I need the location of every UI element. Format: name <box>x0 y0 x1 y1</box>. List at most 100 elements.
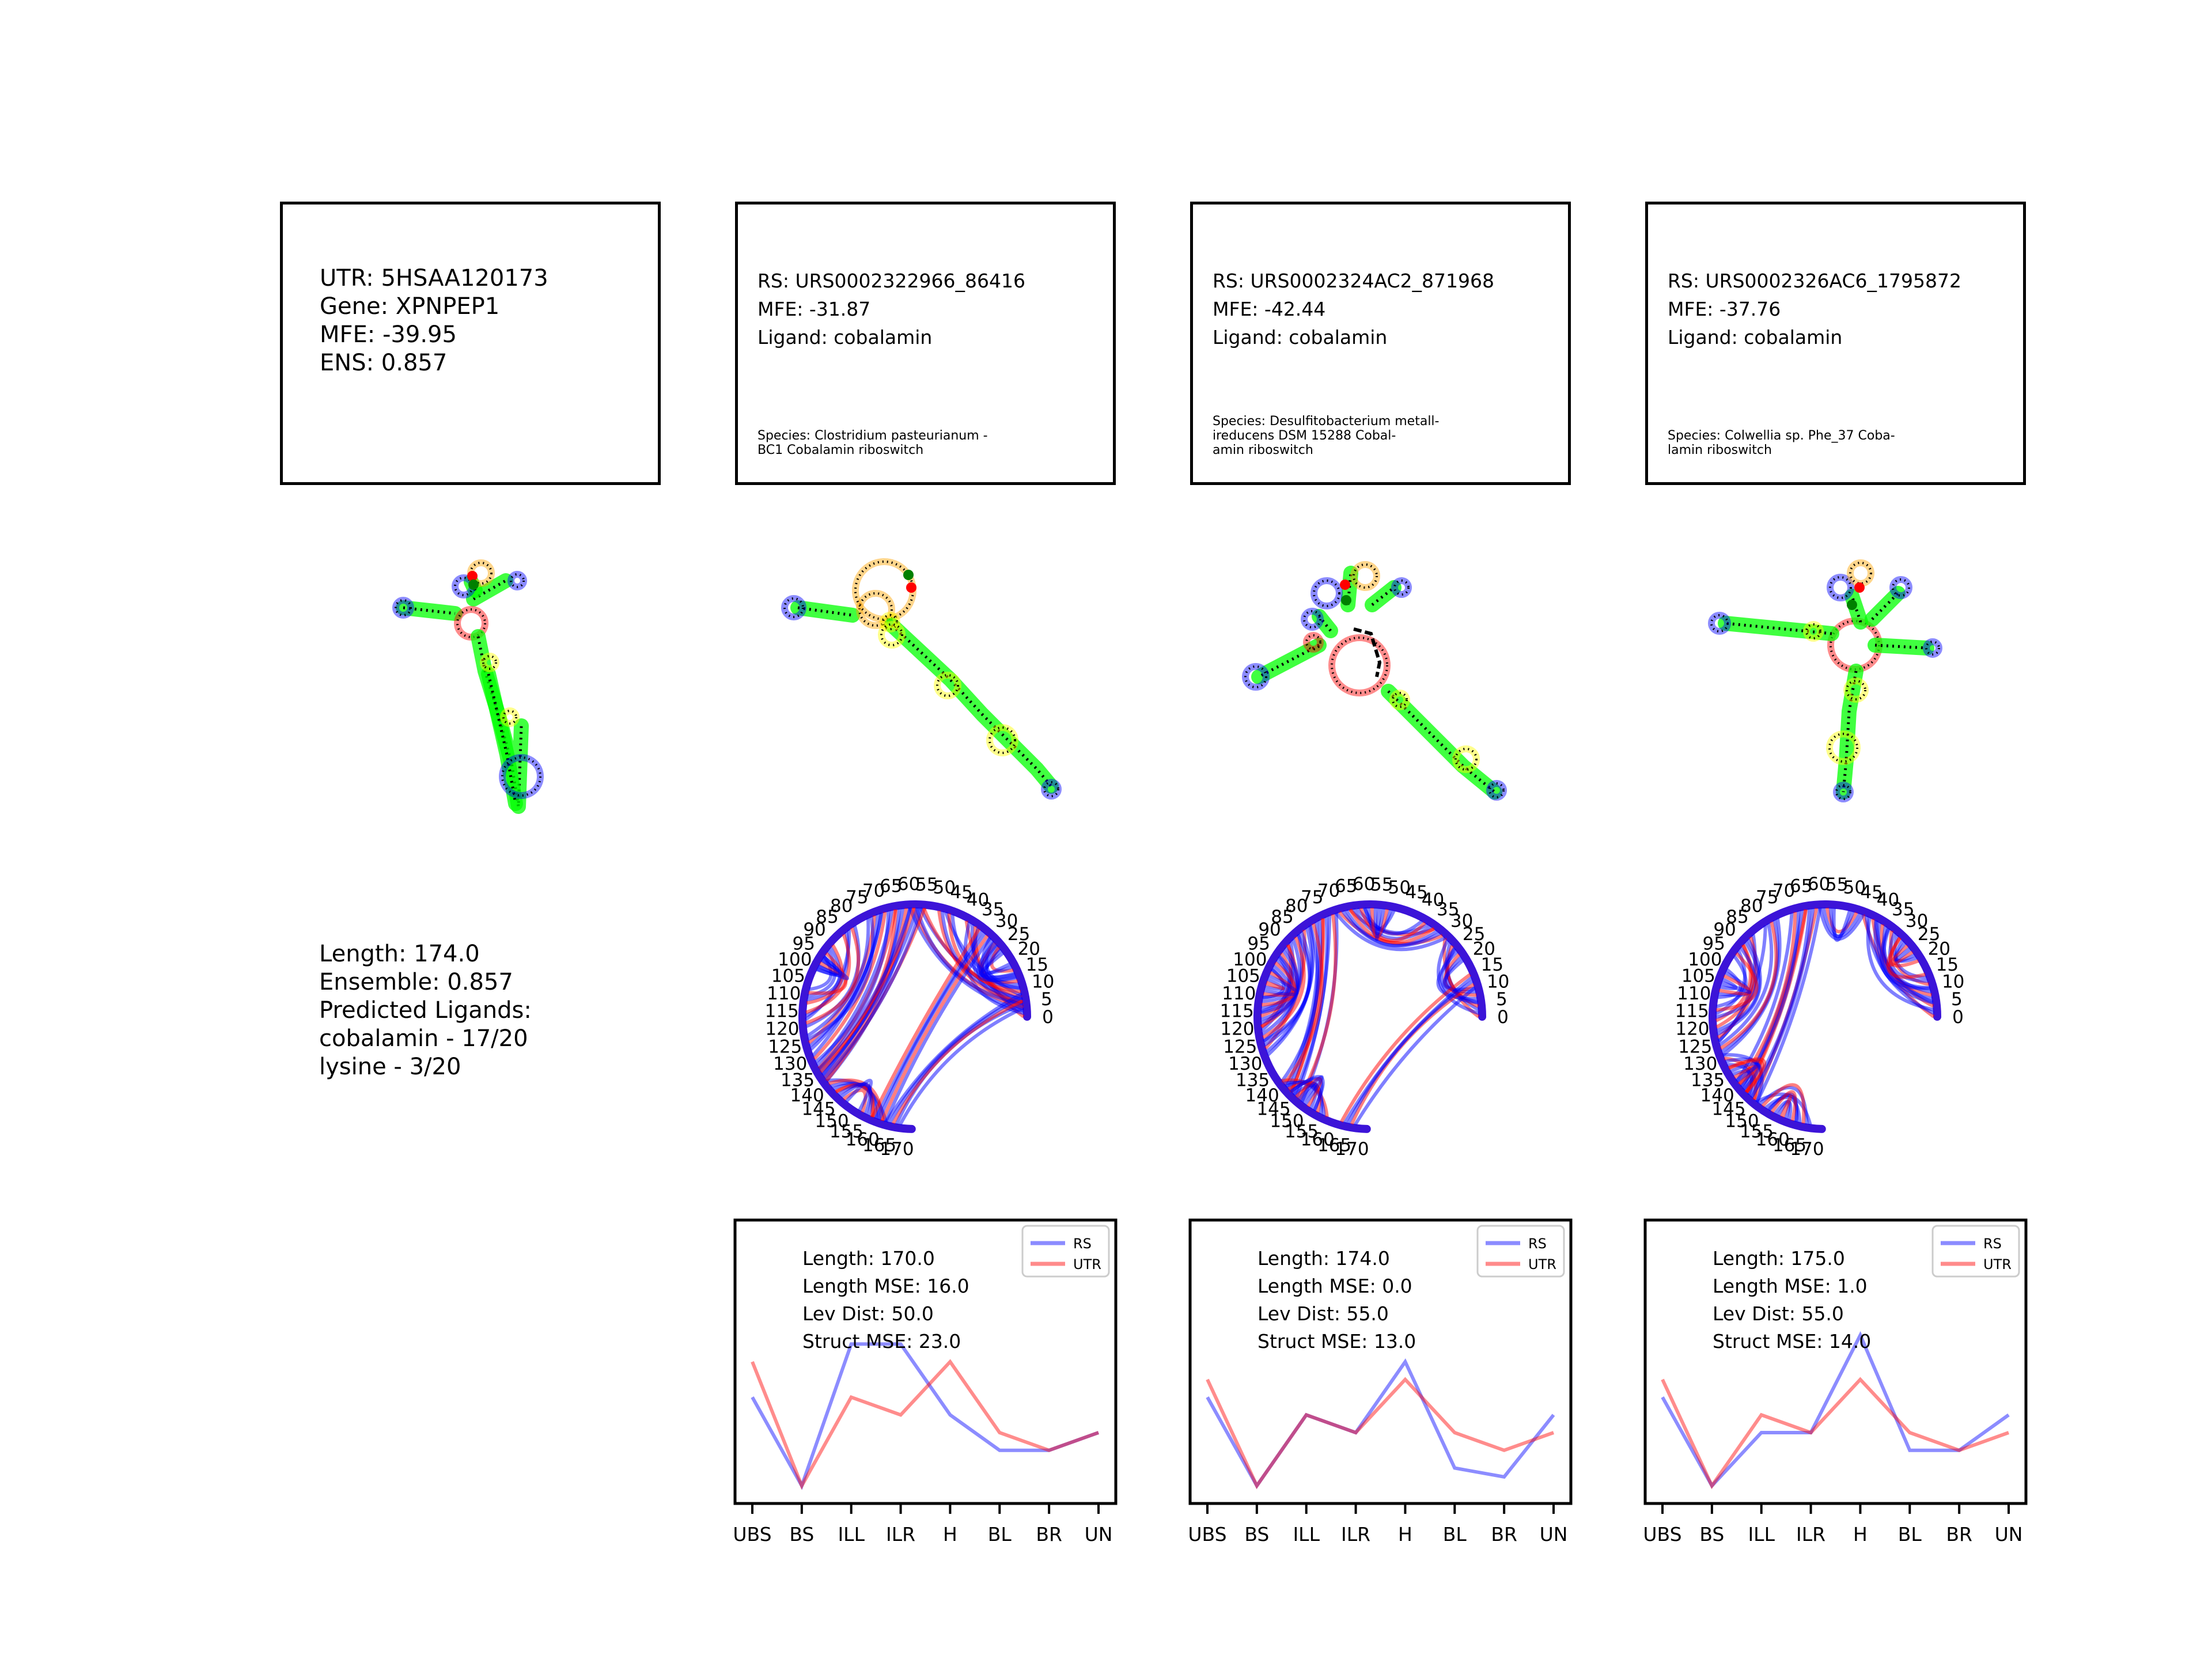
arc-tick-label: 150 <box>1725 1111 1759 1132</box>
arc-tick-label: 90 <box>1713 919 1736 940</box>
rs-species-line: Species: Colwellia sp. Phe_37 Coba- <box>1668 429 1895 443</box>
pair-arc <box>1761 1083 1806 1124</box>
arc-tick-label: 160 <box>1756 1129 1790 1150</box>
pair-arc <box>1281 925 1319 1082</box>
pair-arc <box>817 907 912 1070</box>
x-tick-label: UN <box>1995 1523 2023 1546</box>
arc-tick-label: 125 <box>768 1036 802 1057</box>
arc-tick-label: 120 <box>765 1019 799 1040</box>
arc-tick-label: 0 <box>1042 1007 1054 1028</box>
hairpin-loop-dots <box>510 573 525 588</box>
pair-arc <box>891 999 1024 1124</box>
pair-arc <box>1825 907 1858 934</box>
pair-arc <box>1730 1062 1760 1091</box>
arc-tick-label: 75 <box>1301 887 1323 908</box>
utr-id: UTR: 5HSAA120173 <box>320 265 548 291</box>
arc-tick-label: 90 <box>1258 919 1281 940</box>
series-line-utr <box>1206 1377 1555 1490</box>
arc-tick-label: 55 <box>915 874 938 895</box>
x-tick-label: ILL <box>838 1523 865 1546</box>
arc-tick-label: 100 <box>1233 949 1267 970</box>
arc-tick-label: 65 <box>880 876 902 897</box>
x-tick-label: ILR <box>1341 1523 1370 1546</box>
pair-arc <box>808 952 848 995</box>
legend-label: UTR <box>1983 1256 2012 1272</box>
pair-arc <box>1716 952 1759 1012</box>
arc-tick-label: 40 <box>1422 890 1444 911</box>
pair-arc <box>1263 934 1312 1043</box>
arc-tick-label: 120 <box>1675 1019 1709 1040</box>
pair-arc <box>816 956 843 978</box>
arc-tick-label: 80 <box>830 896 853 916</box>
x-tick-label: BS <box>1699 1523 1724 1546</box>
ligand-site-dot <box>1340 579 1350 590</box>
arc-tick-label: 0 <box>1952 1007 1964 1028</box>
pair-arc <box>1262 936 1306 1039</box>
arc-tick-label: 90 <box>803 919 825 940</box>
bulge-loop-dots <box>1828 733 1858 763</box>
bulge-loop-dots <box>1392 692 1408 708</box>
arc-tick-label: 60 <box>1808 874 1830 895</box>
bulge-loop-dots <box>1846 680 1866 700</box>
pair-arc <box>885 992 1022 1123</box>
arc-tick-label: 140 <box>1245 1085 1279 1106</box>
x-tick-label: BL <box>1443 1523 1467 1546</box>
arc-tick-label: 145 <box>801 1099 835 1120</box>
arc-tick-label: 130 <box>773 1054 807 1074</box>
arc-tick-label: 160 <box>1301 1129 1335 1150</box>
structure-rs-1 <box>781 558 1062 800</box>
arc-tick-label: 160 <box>846 1129 880 1150</box>
pair-arc <box>1719 921 1778 1050</box>
multiloop-dots <box>1305 634 1321 650</box>
arc-tick-label: 70 <box>862 880 885 901</box>
x-tick-label: BS <box>789 1523 814 1546</box>
pair-arc <box>1266 980 1285 991</box>
hairpin-loop-dots <box>1835 784 1851 800</box>
x-tick-label: ILL <box>1293 1523 1320 1546</box>
arc-tick-label: 170 <box>1790 1139 1824 1160</box>
hairpin-loop-dots <box>1303 610 1321 628</box>
arc-tick-label: 155 <box>1285 1121 1319 1142</box>
rs-species-line: amin riboswitch <box>1213 443 1313 457</box>
arc-tick-label: 135 <box>1691 1070 1725 1090</box>
pair-arc <box>807 916 875 1041</box>
internal-loop-dots <box>1849 562 1872 585</box>
chart-annotation-line: Struct MSE: 14.0 <box>1713 1330 1871 1353</box>
x-tick-label: UBS <box>1643 1523 1681 1546</box>
pair-arc <box>1352 908 1432 941</box>
arc-tick-label: 165 <box>862 1135 896 1156</box>
x-tick-label: BS <box>1244 1523 1269 1546</box>
arc-tick-label: 170 <box>1335 1139 1369 1160</box>
arc-tick-label: 80 <box>1285 896 1308 916</box>
pair-arc <box>1888 944 1914 967</box>
pair-arc <box>1718 923 1774 1047</box>
rs-info-box-1: RS: URS0002322966_86416 MFE: -31.87 Liga… <box>735 202 1116 485</box>
series-line-rs <box>751 1342 1100 1490</box>
arc-tick-label: 70 <box>1772 880 1795 901</box>
arc-tick-label: 110 <box>1677 983 1711 1004</box>
arc-tick-label: 15 <box>1481 955 1503 975</box>
chart-annotation-line: Lev Dist: 55.0 <box>1713 1302 1844 1325</box>
pair-arc <box>1359 907 1426 942</box>
pair-arc <box>805 927 861 1025</box>
arc-tick-label: 40 <box>1877 890 1899 911</box>
hairpin-loop-dots <box>1892 578 1910 597</box>
pair-arc <box>1721 980 1752 994</box>
stem-region <box>1251 638 1327 684</box>
arc-tick-label: 85 <box>1271 907 1293 927</box>
bulge-loop-dots <box>482 655 497 670</box>
x-tick-label: UN <box>1085 1523 1113 1546</box>
utr-ens: ENS: 0.857 <box>320 350 448 376</box>
rs-species-line: Species: Clostridium pasteurianum - <box>757 429 988 443</box>
pair-arc <box>819 907 916 1073</box>
pair-arc <box>1300 1082 1318 1104</box>
arc-tick-label: 95 <box>1247 934 1270 955</box>
arc-tick-label: 5 <box>1496 989 1508 1010</box>
bulge-loop-dots <box>1455 748 1478 771</box>
arc-tick-label: 170 <box>880 1139 914 1160</box>
arc-tick-label: 65 <box>1335 876 1357 897</box>
pair-arc <box>1343 976 1473 1124</box>
ligand-site-dot <box>1854 582 1865 593</box>
